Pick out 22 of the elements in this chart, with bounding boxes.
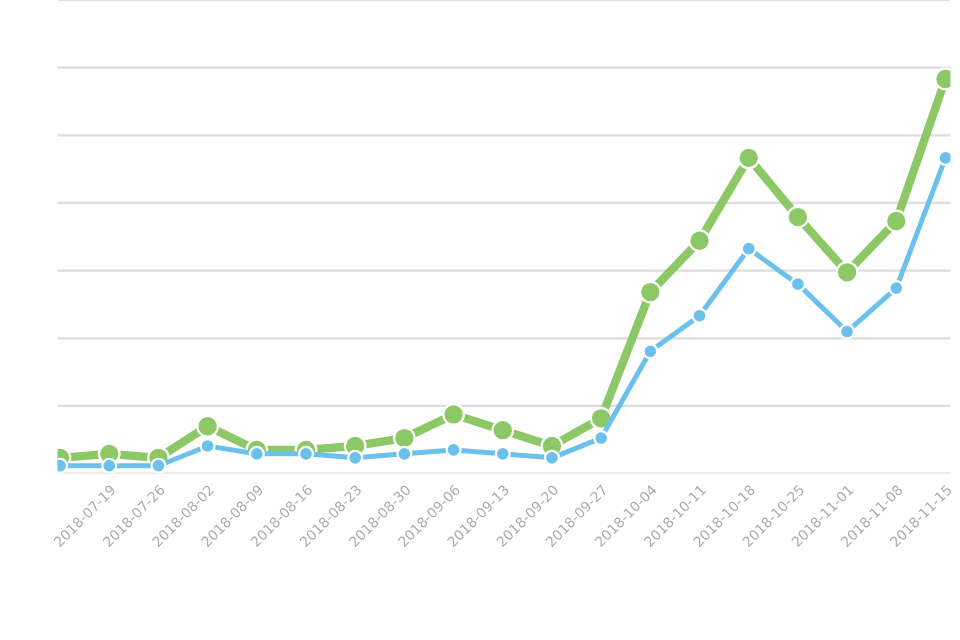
point (347, 449, 364, 466)
point (442, 403, 465, 426)
point (740, 240, 757, 257)
point (101, 457, 118, 474)
point (688, 229, 711, 253)
point (884, 209, 908, 233)
point (150, 457, 167, 474)
point (638, 280, 662, 304)
point (491, 418, 515, 442)
point (396, 445, 413, 462)
point (642, 343, 659, 360)
point (789, 276, 806, 293)
point (839, 323, 856, 340)
point (196, 414, 220, 438)
point (737, 146, 761, 170)
point (297, 445, 315, 462)
point (543, 449, 561, 466)
point (248, 445, 265, 462)
point (786, 205, 810, 229)
point (393, 426, 416, 450)
point (835, 260, 859, 284)
point (691, 307, 708, 324)
